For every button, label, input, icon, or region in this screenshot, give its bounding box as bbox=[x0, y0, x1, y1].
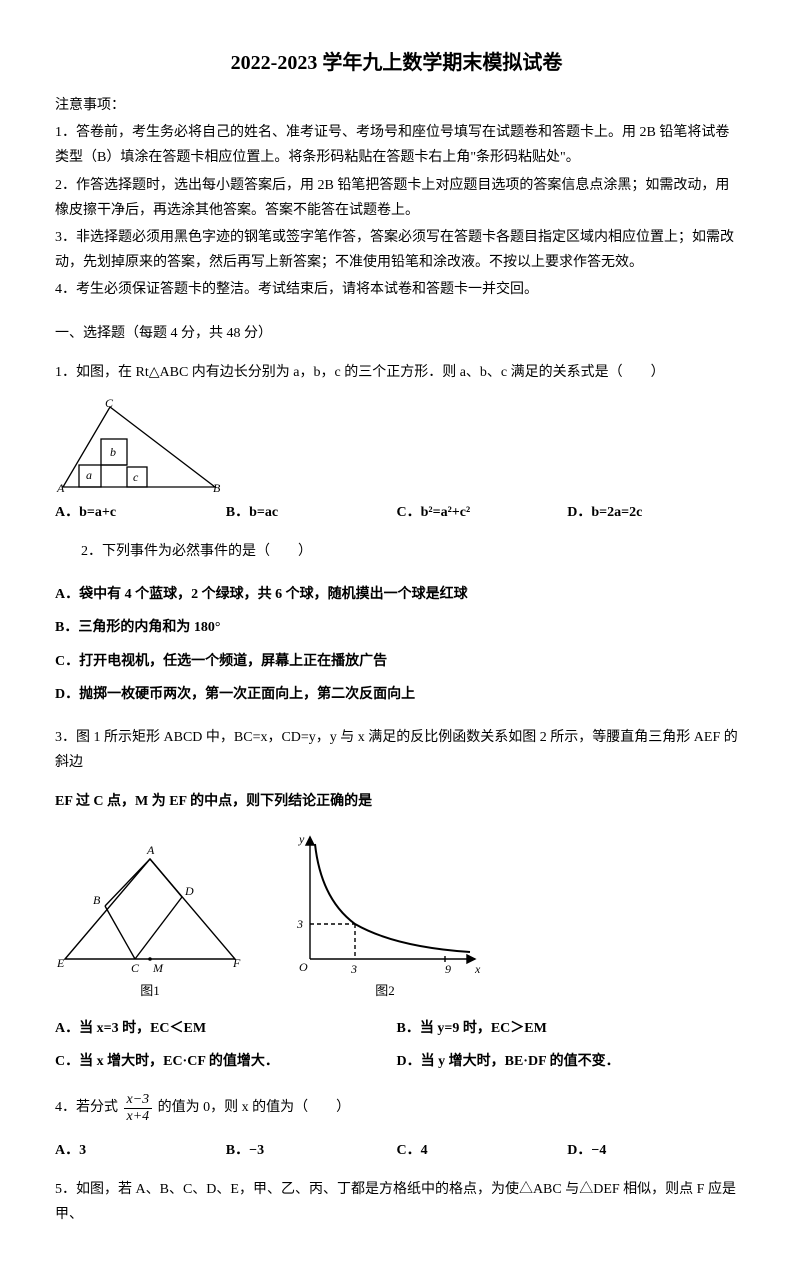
q3f2-y: y bbox=[298, 832, 305, 846]
q2-opt-d: D．抛掷一枚硬币两次，第一次正面向上，第二次反面向上 bbox=[55, 682, 738, 707]
q3-opt-c: C．当 x 增大时，EC·CF 的值增大． bbox=[55, 1049, 397, 1074]
q4-fraction: x−3 x+4 bbox=[124, 1092, 153, 1124]
q3f2-y3: 3 bbox=[296, 917, 303, 931]
notice-item-1: 1．答卷前，考生务必将自己的姓名、准考证号、考场号和座位号填写在试题卷和答题卡上… bbox=[55, 120, 738, 170]
q3f1-A: A bbox=[146, 843, 155, 857]
q3-opt-a: A．当 x=3 时，EC＜EM bbox=[55, 1016, 397, 1041]
notice-item-4: 4．考生必须保证答题卡的整洁。考试结束后，请将本试卷和答题卡一并交回。 bbox=[55, 277, 738, 302]
q4-opt-d: D．−4 bbox=[567, 1138, 738, 1163]
q4-text: 4．若分式 x−3 x+4 的值为 0，则 x 的值为（ ） bbox=[55, 1092, 738, 1124]
page-title: 2022-2023 学年九上数学期末模拟试卷 bbox=[55, 45, 738, 81]
q2-opt-c: C．打开电视机，任选一个频道，屏幕上正在播放广告 bbox=[55, 649, 738, 674]
q3f2-O: O bbox=[299, 960, 308, 974]
q4-opt-c: C．4 bbox=[397, 1138, 568, 1163]
q1-label-B: B bbox=[213, 481, 221, 494]
q3f1-F: F bbox=[232, 956, 241, 970]
q3-fig1-cap: 图1 bbox=[55, 979, 245, 1002]
q3-text-b: EF 过 C 点，M 为 EF 的中点，则下列结论正确的是 bbox=[55, 789, 738, 814]
q4-opt-b: B．−3 bbox=[226, 1138, 397, 1163]
q3f1-C: C bbox=[131, 961, 140, 975]
q3-opt-b: B．当 y=9 时，EC＞EM bbox=[397, 1016, 739, 1041]
q2-options: A．袋中有 4 个蓝球，2 个绿球，共 6 个球，随机摸出一个球是红球 B．三角… bbox=[55, 578, 738, 711]
question-3: 3．图 1 所示矩形 ABCD 中，BC=x，CD=y，y 与 x 满足的反比例… bbox=[55, 725, 738, 1078]
q1-label-C: C bbox=[105, 399, 114, 410]
q2-opt-a: A．袋中有 4 个蓝球，2 个绿球，共 6 个球，随机摸出一个球是红球 bbox=[55, 582, 738, 607]
question-4: 4．若分式 x−3 x+4 的值为 0，则 x 的值为（ ） A．3 B．−3 … bbox=[55, 1092, 738, 1163]
q3f1-D: D bbox=[184, 884, 194, 898]
q3-opt-d: D．当 y 增大时，BE·DF 的值不变． bbox=[397, 1049, 739, 1074]
q1-opt-a: A．b=a+c bbox=[55, 500, 226, 525]
q3f1-M: M bbox=[152, 961, 164, 975]
q1-opt-b: B．b=ac bbox=[226, 500, 397, 525]
question-2: 2．下列事件为必然事件的是（ ） A．袋中有 4 个蓝球，2 个绿球，共 6 个… bbox=[55, 539, 738, 711]
q3f1-B: B bbox=[93, 893, 101, 907]
question-5: 5．如图，若 A、B、C、D、E，甲、乙、丙、丁都是方格纸中的格点，为使△ABC… bbox=[55, 1177, 738, 1227]
q5-text: 5．如图，若 A、B、C、D、E，甲、乙、丙、丁都是方格纸中的格点，为使△ABC… bbox=[55, 1177, 738, 1227]
q1-options: A．b=a+c B．b=ac C．b²=a²+c² D．b=2a=2c bbox=[55, 500, 738, 525]
notice-item-3: 3．非选择题必须用黑色字迹的钢笔或签字笔作答，答案必须写在答题卡各题目指定区域内… bbox=[55, 225, 738, 275]
q1-opt-d: D．b=2a=2c bbox=[567, 500, 738, 525]
q1-label-c: c bbox=[133, 470, 139, 484]
q2-text: 2．下列事件为必然事件的是（ ） bbox=[55, 539, 738, 564]
q3-fig2-wrap: y 3 3 9 O x 图2 bbox=[285, 829, 485, 1002]
q1-label-b: b bbox=[110, 445, 116, 459]
q1-figure: A B C a b c bbox=[55, 399, 225, 494]
q3-fig2-cap: 图2 bbox=[285, 979, 485, 1002]
q1-label-a: a bbox=[86, 468, 92, 482]
notice-block: 注意事项： 1．答卷前，考生务必将自己的姓名、准考证号、考场号和座位号填写在试题… bbox=[55, 93, 738, 303]
q3f1-E: E bbox=[56, 956, 65, 970]
q1-opt-c: C．b²=a²+c² bbox=[397, 500, 568, 525]
q3f2-x3: 3 bbox=[350, 962, 357, 976]
q3f2-x9: 9 bbox=[445, 962, 451, 976]
q3-figure-2: y 3 3 9 O x bbox=[285, 829, 485, 979]
q3-options: A．当 x=3 时，EC＜EM B．当 y=9 时，EC＞EM C．当 x 增大… bbox=[55, 1012, 738, 1078]
notice-head: 注意事项： bbox=[55, 93, 738, 118]
q3-figure-1: A B C D E F M bbox=[55, 839, 245, 979]
q4-frac-num: x−3 bbox=[124, 1092, 153, 1108]
q4-opt-a: A．3 bbox=[55, 1138, 226, 1163]
section-1-head: 一、选择题（每题 4 分，共 48 分） bbox=[55, 321, 738, 346]
q2-opt-b: B．三角形的内角和为 180° bbox=[55, 615, 738, 640]
q4-options: A．3 B．−3 C．4 D．−4 bbox=[55, 1138, 738, 1163]
notice-item-2: 2．作答选择题时，选出每小题答案后，用 2B 铅笔把答题卡上对应题目选项的答案信… bbox=[55, 173, 738, 223]
q3f2-x: x bbox=[474, 962, 481, 976]
q1-text: 1．如图，在 Rt△ABC 内有边长分别为 a，b，c 的三个正方形．则 a、b… bbox=[55, 360, 738, 385]
q3-fig1-wrap: A B C D E F M 图1 bbox=[55, 839, 245, 1002]
question-1: 1．如图，在 Rt△ABC 内有边长分别为 a，b，c 的三个正方形．则 a、b… bbox=[55, 360, 738, 525]
q1-label-A: A bbox=[56, 481, 65, 494]
q3-text-a: 3．图 1 所示矩形 ABCD 中，BC=x，CD=y，y 与 x 满足的反比例… bbox=[55, 725, 738, 775]
